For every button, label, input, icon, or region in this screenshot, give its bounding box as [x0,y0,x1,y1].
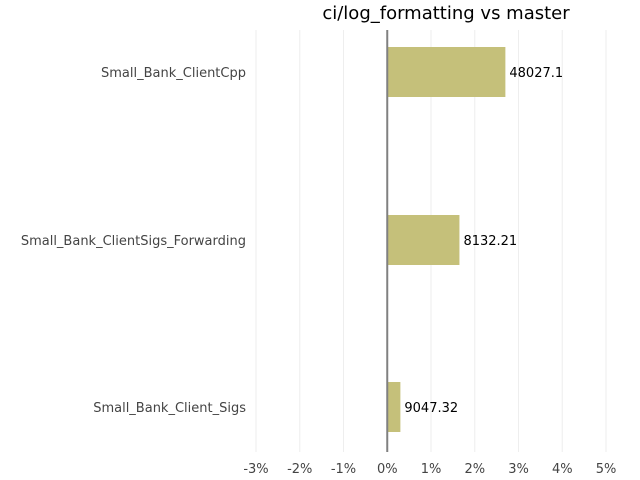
x-tick-label: -2% [287,462,312,477]
x-tick-label: 4% [552,462,573,477]
category-label: Small_Bank_Client_Sigs [93,401,246,416]
data-label: 8132.21 [463,234,517,249]
x-tick-label: 2% [464,462,485,477]
chart-title: ci/log_formatting vs master [322,3,570,24]
category-labels: Small_Bank_ClientCpp Small_Bank_ClientSig… [21,66,246,416]
category-label: Small_Bank_ClientCpp [101,66,246,81]
bar [387,215,460,265]
x-tick-label: 5% [596,462,617,477]
x-tick-label: -3% [243,462,268,477]
x-tick-labels: -3% -2% -1% 0% 1% 2% 3% 4% 5% [243,462,616,477]
x-tick-label: -1% [331,462,356,477]
bar [387,382,401,432]
bars [387,47,506,432]
data-labels: 48027.1 8132.21 9047.32 [404,66,563,416]
data-label: 9047.32 [404,401,458,416]
x-tick-label: 3% [508,462,529,477]
bar [387,47,506,97]
data-label: 48027.1 [509,66,563,81]
x-tick-label: 1% [421,462,442,477]
category-label: Small_Bank_ClientSigs_Forwarding [21,234,246,249]
grid-lines [255,30,607,452]
x-tick-label: 0% [377,462,398,477]
